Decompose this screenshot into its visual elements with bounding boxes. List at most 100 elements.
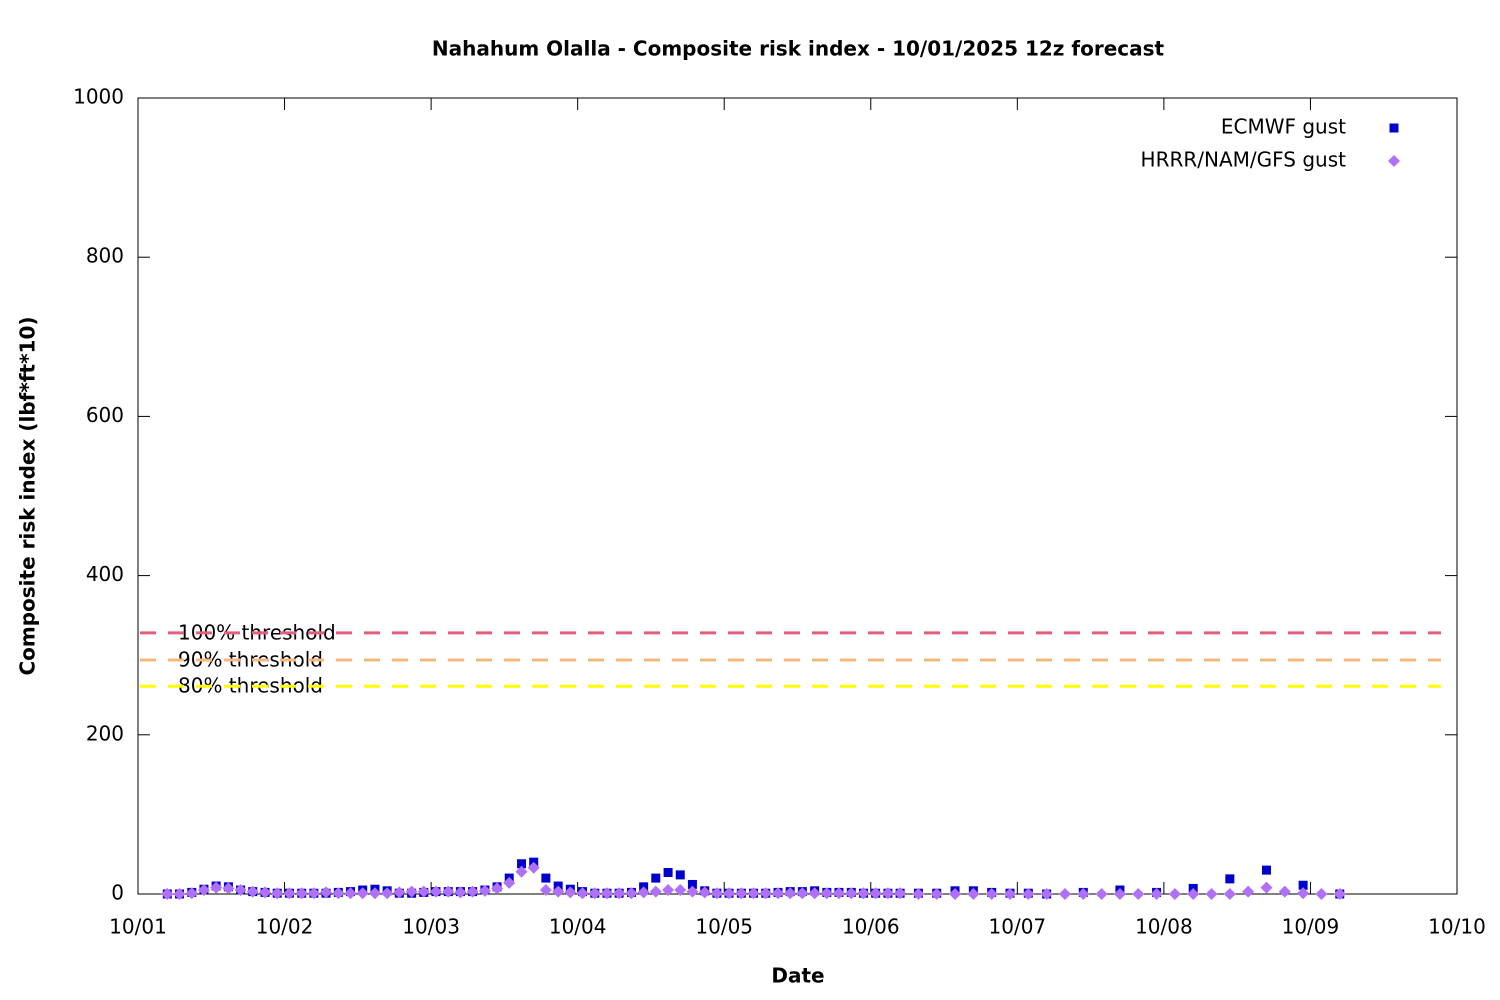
data-point	[197, 884, 210, 897]
data-point	[1132, 888, 1145, 900]
data-point	[1004, 888, 1017, 900]
data-point	[747, 887, 760, 900]
data-point	[185, 887, 198, 900]
data-point	[173, 888, 186, 900]
data-point	[1205, 888, 1218, 900]
y-tick-label: 200	[86, 721, 124, 745]
data-point	[517, 859, 527, 869]
data-point	[1242, 885, 1255, 898]
y-tick-label: 0	[111, 881, 124, 905]
data-point	[808, 887, 821, 900]
data-point	[564, 886, 577, 899]
data-point	[625, 887, 638, 900]
data-point	[1187, 888, 1200, 900]
data-point	[675, 870, 685, 880]
y-tick-label: 1000	[73, 85, 124, 109]
x-tick-label: 10/04	[549, 915, 607, 939]
y-tick-label: 800	[86, 244, 124, 268]
data-point	[1077, 888, 1090, 900]
data-point	[662, 884, 675, 897]
x-tick-label: 10/08	[1135, 915, 1193, 939]
legend-marker	[1388, 155, 1400, 167]
x-tick-label: 10/07	[989, 915, 1047, 939]
data-point	[491, 882, 504, 895]
data-point	[1223, 888, 1236, 900]
data-point	[687, 879, 697, 889]
data-point	[930, 888, 943, 900]
data-point	[259, 886, 272, 899]
chart-title: Nahahum Olalla - Composite risk index - …	[432, 37, 1165, 61]
data-point	[1150, 888, 1163, 900]
x-tick-label: 10/06	[842, 915, 900, 939]
data-point	[527, 861, 540, 874]
data-point	[1315, 888, 1328, 900]
y-tick-label: 600	[86, 403, 124, 427]
x-axis-label: Date	[771, 964, 824, 988]
data-point	[1058, 888, 1071, 900]
data-point	[368, 887, 381, 900]
data-point	[651, 873, 661, 883]
data-point	[637, 886, 650, 899]
data-point	[515, 865, 528, 878]
data-point	[234, 884, 247, 897]
data-point	[1297, 887, 1310, 900]
data-point	[1261, 865, 1271, 875]
data-point	[1095, 888, 1108, 900]
data-point	[503, 876, 516, 889]
data-point	[845, 887, 858, 900]
data-point	[649, 885, 662, 898]
data-point	[967, 888, 980, 900]
data-point	[552, 885, 565, 898]
data-point	[832, 887, 845, 900]
data-point	[698, 886, 711, 899]
data-point	[869, 887, 882, 900]
data-point	[600, 887, 613, 900]
data-point	[442, 885, 455, 898]
data-point	[429, 885, 442, 898]
legend-label: ECMWF gust	[1221, 115, 1346, 139]
data-point	[541, 873, 551, 883]
data-point	[686, 885, 699, 898]
data-point	[894, 887, 907, 900]
data-point	[417, 885, 430, 898]
data-point	[820, 887, 833, 900]
data-point	[454, 886, 467, 899]
data-point	[283, 887, 296, 900]
data-point	[674, 884, 687, 897]
data-point	[210, 881, 223, 894]
data-point	[663, 868, 673, 878]
y-axis-label: Composite risk index (lbf*ft*10)	[16, 316, 40, 675]
data-point	[1113, 888, 1126, 900]
legend-label: HRRR/NAM/GFS gust	[1141, 148, 1347, 172]
legend-marker	[1389, 123, 1399, 133]
x-tick-label: 10/02	[256, 915, 314, 939]
data-point	[881, 887, 894, 900]
data-point	[613, 887, 626, 900]
data-point	[344, 887, 357, 900]
x-tick-label: 10/05	[695, 915, 753, 939]
data-point	[1022, 888, 1035, 900]
data-point	[1298, 880, 1308, 890]
data-point	[710, 887, 723, 900]
data-point	[949, 888, 962, 900]
data-point	[295, 887, 308, 900]
data-point	[320, 886, 333, 899]
data-point	[985, 888, 998, 900]
data-point	[576, 887, 589, 900]
data-point	[857, 887, 870, 900]
data-point	[1260, 881, 1273, 894]
x-tick-label: 10/01	[109, 915, 167, 939]
y-tick-label: 400	[86, 562, 124, 586]
data-point	[222, 882, 235, 895]
data-point	[1278, 885, 1291, 898]
data-point	[356, 887, 369, 900]
data-point	[332, 887, 345, 900]
data-point	[1040, 888, 1053, 900]
data-point	[759, 887, 772, 900]
data-point	[784, 887, 797, 900]
data-point	[1168, 888, 1181, 900]
data-point	[796, 887, 809, 900]
data-point	[307, 887, 320, 900]
data-point	[393, 886, 406, 899]
